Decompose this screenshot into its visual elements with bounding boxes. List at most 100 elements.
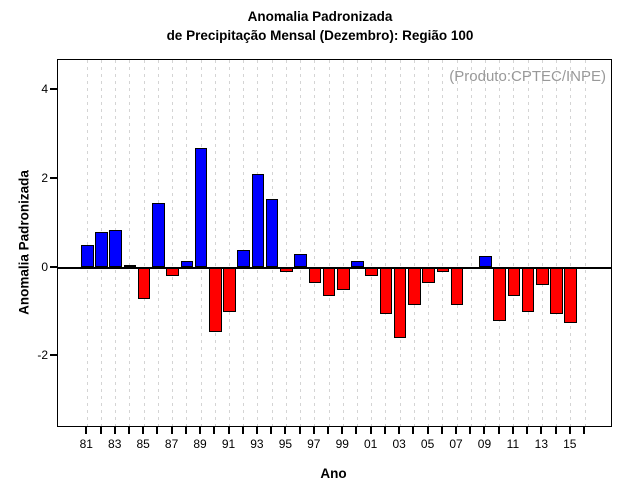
x-tick-2013 — [540, 427, 543, 434]
x-tick-2012 — [526, 427, 529, 434]
x-tick-1988 — [184, 427, 187, 434]
bar-2001 — [365, 267, 378, 277]
bar-1992 — [237, 249, 250, 268]
x-tick-2007 — [455, 427, 458, 434]
gridline-year-1998 — [328, 60, 330, 426]
x-tick-2002 — [383, 427, 386, 434]
bar-2006 — [436, 267, 450, 272]
x-tick-2010 — [497, 427, 500, 434]
x-tick-2014 — [554, 427, 557, 434]
bar-1985 — [137, 267, 151, 299]
x-tick-1999 — [341, 427, 344, 434]
x-tick-1993 — [255, 427, 258, 434]
bar-2007 — [450, 267, 464, 306]
x-tick-label-81: 81 — [79, 437, 93, 451]
y-tick--2 — [50, 354, 57, 357]
gridline-year-2011 — [513, 60, 515, 426]
gridline-year-1999 — [342, 60, 344, 426]
x-tick-1990 — [213, 427, 216, 434]
x-tick-2000 — [355, 427, 358, 434]
y-tick-label-0: 0 — [41, 259, 48, 274]
gridline-year-2003 — [399, 60, 401, 426]
gridline-year-1987 — [172, 60, 174, 426]
bar-1997 — [308, 267, 322, 283]
x-tick-label-05: 05 — [420, 437, 435, 451]
x-tick-label-15: 15 — [563, 437, 577, 451]
x-tick-label-87: 87 — [164, 437, 179, 451]
gridline-year-2004 — [413, 60, 415, 426]
x-tick-2005 — [426, 427, 429, 434]
bar-1996 — [294, 254, 307, 268]
x-tick-label-89: 89 — [193, 437, 207, 451]
x-tick-2004 — [412, 427, 415, 434]
gridline-year-2002 — [385, 60, 387, 426]
gridline-year-2016 — [584, 60, 586, 426]
y-tick-0 — [50, 265, 57, 268]
x-tick-label-93: 93 — [250, 437, 264, 451]
x-tick-1991 — [227, 427, 230, 434]
gridline-year-2007 — [456, 60, 458, 426]
gridline-year-1991 — [229, 60, 230, 426]
bar-1993 — [251, 174, 265, 268]
gridline-year-1988 — [186, 60, 188, 426]
y-tick-label-4: 4 — [41, 82, 48, 97]
x-tick-1998 — [327, 427, 330, 434]
bar-2008 — [464, 266, 478, 269]
gridline-year-1990 — [214, 60, 216, 426]
bar-1998 — [322, 267, 336, 297]
gridline-year-2000 — [356, 60, 358, 426]
x-tick-label-83: 83 — [108, 437, 122, 451]
y-tick-label--2: -2 — [37, 348, 48, 363]
bar-2002 — [379, 267, 393, 314]
annotation-produto: (Produto:CPTEC/INPE) — [449, 68, 606, 85]
x-tick-1989 — [199, 427, 202, 434]
x-tick-label-07: 07 — [449, 437, 463, 451]
x-tick-1997 — [312, 427, 315, 434]
x-tick-label-91: 91 — [221, 437, 236, 451]
bar-1982 — [95, 232, 108, 268]
chart-title-line1: Anomalia Padronizada — [247, 9, 393, 24]
chart-title-line2: de Precipitação Mensal (Dezembro): Regiã… — [166, 28, 474, 43]
x-tick-label-97: 97 — [307, 437, 321, 451]
x-tick-1982 — [99, 427, 102, 434]
x-tick-2011 — [511, 427, 514, 434]
x-tick-2008 — [469, 427, 472, 434]
bar-1984 — [123, 265, 137, 268]
bar-1989 — [194, 147, 208, 268]
x-tick-1986 — [156, 427, 159, 434]
gridline-year-2015 — [570, 60, 572, 426]
y-tick-label-2: 2 — [41, 170, 48, 185]
gridline-year-2001 — [371, 60, 373, 426]
x-tick-1984 — [127, 427, 130, 434]
bar-1999 — [336, 267, 350, 290]
x-tick-1983 — [113, 427, 116, 434]
bar-2015 — [564, 267, 578, 323]
x-tick-label-01: 01 — [364, 437, 378, 451]
bar-1986 — [152, 203, 165, 268]
gridline-year-2010 — [499, 60, 501, 426]
bar-2005 — [422, 267, 435, 283]
gridline-year-1996 — [300, 60, 302, 426]
gridline-year-1997 — [314, 60, 316, 426]
x-tick-label-95: 95 — [278, 437, 293, 451]
x-tick-1995 — [284, 427, 287, 434]
x-tick-2003 — [398, 427, 401, 434]
bar-2004 — [408, 267, 421, 306]
x-tick-2009 — [483, 427, 486, 434]
gridline-year-2008 — [470, 60, 472, 426]
bar-1994 — [265, 198, 279, 268]
plot-area — [57, 59, 612, 427]
gridline-year-1984 — [129, 60, 131, 426]
bar-2014 — [550, 267, 563, 314]
bar-2011 — [507, 267, 521, 297]
x-tick-1994 — [270, 427, 273, 434]
bar-1995 — [280, 267, 293, 272]
x-tick-1992 — [241, 427, 244, 434]
x-tick-label-03: 03 — [392, 437, 406, 451]
gridline-year-1981 — [86, 60, 88, 426]
x-tick-1996 — [298, 427, 301, 434]
x-tick-label-11: 11 — [506, 437, 520, 451]
gridline-year-2013 — [541, 60, 543, 426]
bar-2013 — [536, 267, 549, 286]
bar-2010 — [493, 267, 506, 321]
